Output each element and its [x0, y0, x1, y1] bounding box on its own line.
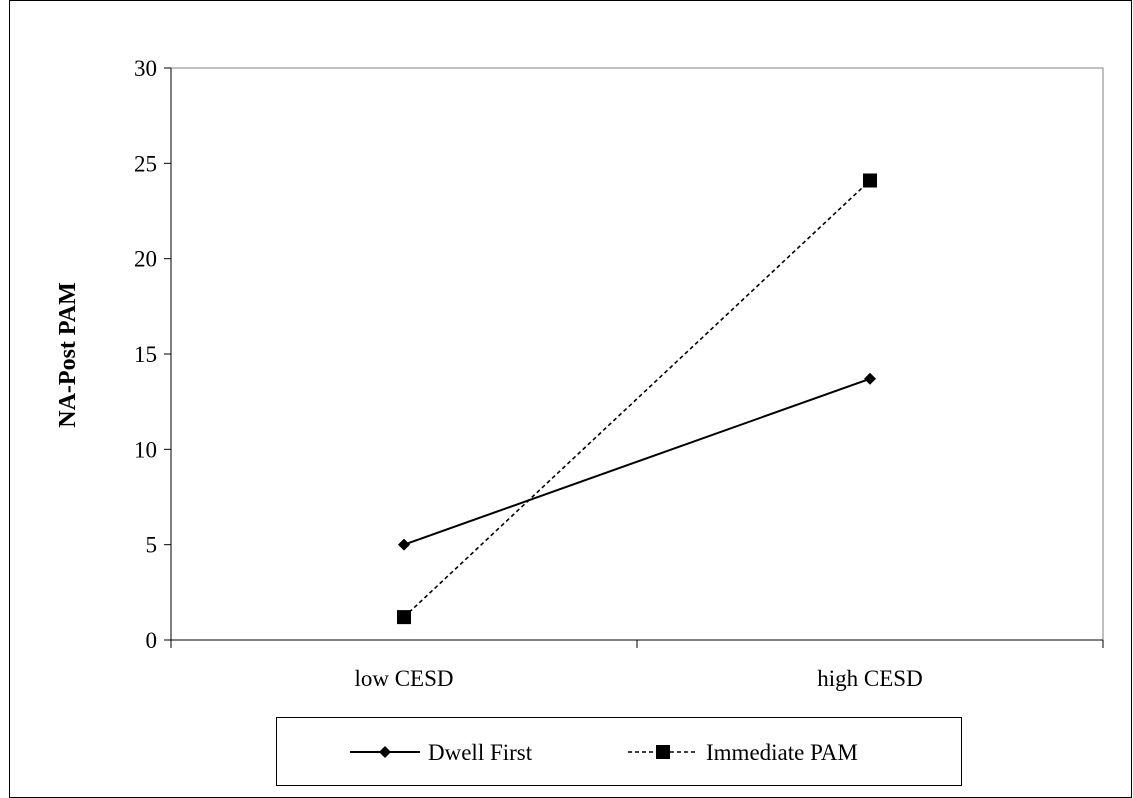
data-point: [863, 173, 877, 188]
legend-marker: [379, 746, 391, 758]
legend-label: Dwell First: [428, 740, 533, 765]
legend: Dwell First Immediate PAM: [276, 717, 962, 786]
series-line: [403, 179, 871, 618]
legend-item: Dwell First: [350, 740, 533, 765]
series-layer: [397, 173, 877, 625]
data-point: [864, 372, 876, 385]
x-axis: low CESD high CESD: [170, 639, 1104, 691]
y-tick-label: 25: [134, 151, 157, 176]
chart-frame: [9, 0, 1132, 798]
legend-marker: [656, 745, 670, 759]
y-tick-label: 5: [146, 533, 158, 558]
y-tick-label: 20: [134, 247, 157, 272]
series-1: [397, 173, 877, 625]
x-tick-label: high CESD: [817, 666, 922, 691]
legend-label: Immediate PAM: [706, 740, 858, 765]
y-tick-label: 15: [134, 342, 157, 367]
data-point: [397, 610, 411, 625]
data-point: [398, 538, 410, 551]
y-tick-label: 0: [146, 628, 158, 653]
x-tick-label: low CESD: [354, 666, 453, 691]
series-line: [403, 377, 871, 546]
legend-item: Immediate PAM: [628, 740, 858, 765]
y-axis-title: NA-Post PAM: [55, 282, 81, 428]
y-tick-label: 30: [134, 56, 157, 81]
y-tick-label: 10: [134, 437, 157, 462]
series-0: [398, 372, 876, 551]
